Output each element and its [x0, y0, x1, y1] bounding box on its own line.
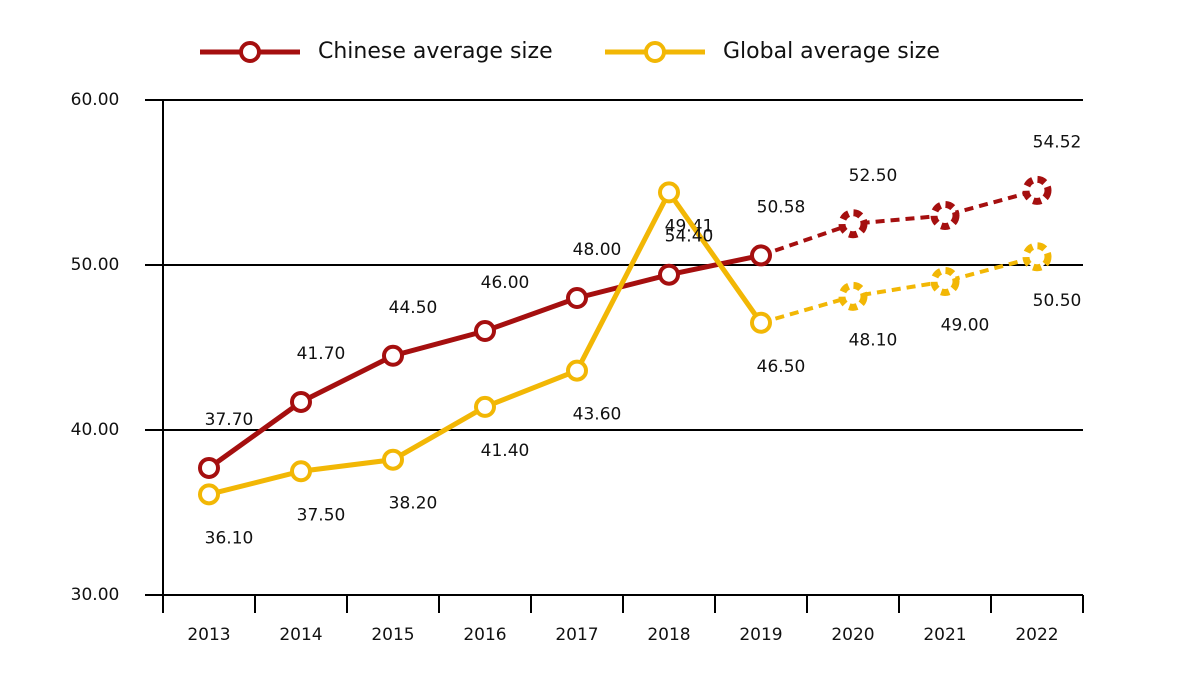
x-tick-label: 2017: [555, 625, 598, 645]
point-marker: [474, 395, 496, 418]
point-marker: [290, 460, 312, 483]
x-tick-label: 2014: [279, 625, 322, 645]
y-tick-label: 30.00: [71, 585, 120, 605]
data-label: 37.50: [297, 505, 346, 525]
point-marker: [658, 181, 680, 204]
forecast-line: [760, 254, 1038, 325]
x-tick-label: 2021: [923, 625, 966, 645]
x-tick-label: 2016: [463, 625, 506, 645]
data-label: 52.50: [849, 166, 898, 186]
data-label: 46.00: [481, 273, 530, 293]
point-marker: [1022, 242, 1052, 272]
data-label: 44.50: [389, 298, 438, 318]
point-marker: [290, 390, 312, 413]
x-tick-label: 2015: [371, 625, 414, 645]
data-label: 54.52: [1033, 132, 1082, 152]
point-marker: [566, 359, 588, 382]
x-tick-label: 2013: [187, 625, 230, 645]
point-marker: [930, 267, 960, 296]
point-marker: [750, 311, 772, 334]
x-tick-label: 2019: [739, 625, 782, 645]
data-label: 41.70: [297, 344, 346, 364]
point-marker: [198, 456, 220, 479]
point-marker: [198, 483, 220, 506]
y-tick-label: 60.00: [71, 90, 120, 110]
point-marker: [382, 448, 404, 471]
x-tick-label: 2020: [831, 625, 874, 645]
point-marker: [750, 244, 772, 267]
point-marker: [566, 287, 588, 309]
point-marker: [1022, 175, 1052, 205]
legend-label: Chinese average size: [318, 39, 553, 64]
legend-marker: [239, 41, 261, 63]
data-label: 41.40: [481, 441, 530, 461]
data-label: 48.10: [849, 330, 898, 350]
data-label: 49.41: [665, 217, 714, 237]
point-marker: [838, 281, 868, 311]
point-marker: [474, 320, 496, 342]
point-marker: [658, 263, 680, 286]
point-marker: [838, 209, 868, 239]
y-tick-label: 50.00: [71, 255, 120, 275]
forecast-line: [760, 188, 1038, 258]
data-label: 49.00: [941, 316, 990, 336]
data-label: 50.50: [1033, 291, 1082, 311]
data-label: 46.50: [757, 357, 806, 377]
data-label: 43.60: [573, 405, 622, 425]
x-tick-label: 2022: [1015, 625, 1058, 645]
data-label: 50.58: [757, 197, 806, 217]
x-tick-label: 2018: [647, 625, 690, 645]
y-tick-label: 40.00: [71, 420, 120, 440]
data-label: 54.40: [665, 226, 714, 246]
legend-label: Global average size: [723, 39, 940, 64]
point-marker: [930, 201, 960, 230]
data-label: 36.10: [205, 528, 254, 548]
data-label: 48.00: [573, 240, 622, 260]
data-label: 38.20: [389, 494, 438, 514]
point-marker: [382, 344, 404, 367]
data-label: 37.70: [205, 410, 254, 430]
legend-marker: [644, 41, 666, 63]
